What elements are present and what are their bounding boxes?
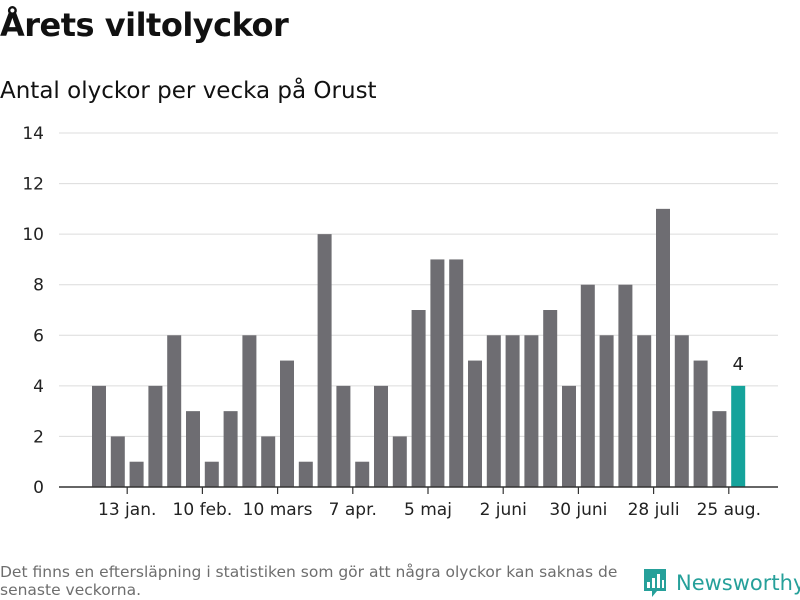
bar xyxy=(317,234,332,487)
bar xyxy=(580,284,595,487)
bar xyxy=(129,461,144,487)
x-tick-label: 10 mars xyxy=(243,500,313,520)
bar xyxy=(637,335,652,487)
bar xyxy=(524,335,539,487)
bar xyxy=(223,411,238,487)
y-tick-label: 14 xyxy=(22,124,44,144)
x-tick-label: 2 juni xyxy=(480,500,527,520)
bar xyxy=(110,436,125,487)
bar xyxy=(449,259,464,487)
y-tick-label: 2 xyxy=(33,427,44,447)
bar xyxy=(242,335,257,487)
bar xyxy=(280,360,294,487)
bar xyxy=(712,411,727,487)
bar xyxy=(731,385,746,487)
y-tick-label: 0 xyxy=(33,478,44,498)
chart-title: Årets viltolyckor xyxy=(0,6,289,44)
x-tick-label: 7 apr. xyxy=(329,500,377,520)
x-tick-label: 5 maj xyxy=(404,500,452,520)
highlight-data-label: 4 xyxy=(732,354,743,375)
bar xyxy=(562,385,576,487)
bar xyxy=(693,360,708,487)
chart-subtitle: Antal olyckor per vecka på Orust xyxy=(0,78,377,104)
brand-logo: Newsworthy xyxy=(643,568,800,598)
bar xyxy=(261,436,276,487)
bar xyxy=(298,461,313,487)
bar xyxy=(92,385,106,487)
y-tick-label: 12 xyxy=(22,175,44,195)
bar xyxy=(599,335,614,487)
bar xyxy=(374,385,388,487)
bar xyxy=(486,335,501,487)
y-tick-label: 10 xyxy=(22,225,44,245)
bar xyxy=(204,461,219,487)
bar xyxy=(618,284,633,487)
bar xyxy=(148,385,163,487)
x-tick-label: 30 juni xyxy=(549,500,607,520)
bar xyxy=(430,259,445,487)
bar xyxy=(505,335,520,487)
x-tick-label: 13 jan. xyxy=(98,500,156,520)
x-tick-label: 28 juli xyxy=(628,500,680,520)
y-tick-label: 4 xyxy=(33,377,44,397)
y-tick-label: 6 xyxy=(33,326,44,346)
bar xyxy=(167,335,182,487)
bar xyxy=(468,360,482,487)
bar xyxy=(392,436,407,487)
x-tick-label: 25 aug. xyxy=(697,500,761,520)
x-tick-label: 10 feb. xyxy=(173,500,233,520)
bar xyxy=(411,310,426,487)
bar xyxy=(186,411,200,487)
footnote: Det finns en eftersläpning i statistiken… xyxy=(0,563,618,599)
bar xyxy=(355,461,370,487)
bar xyxy=(674,335,689,487)
bar xyxy=(543,310,558,487)
bar-chart: 0 2 4 6 8 10 12 14 13 jan. 10 feb. 10 mars 7 apr. 5 … xyxy=(22,124,778,520)
y-tick-label: 8 xyxy=(33,276,44,296)
bar xyxy=(656,208,670,487)
bar xyxy=(336,385,351,487)
newsworthy-icon xyxy=(644,569,666,597)
brand-name: Newsworthy xyxy=(676,571,800,595)
